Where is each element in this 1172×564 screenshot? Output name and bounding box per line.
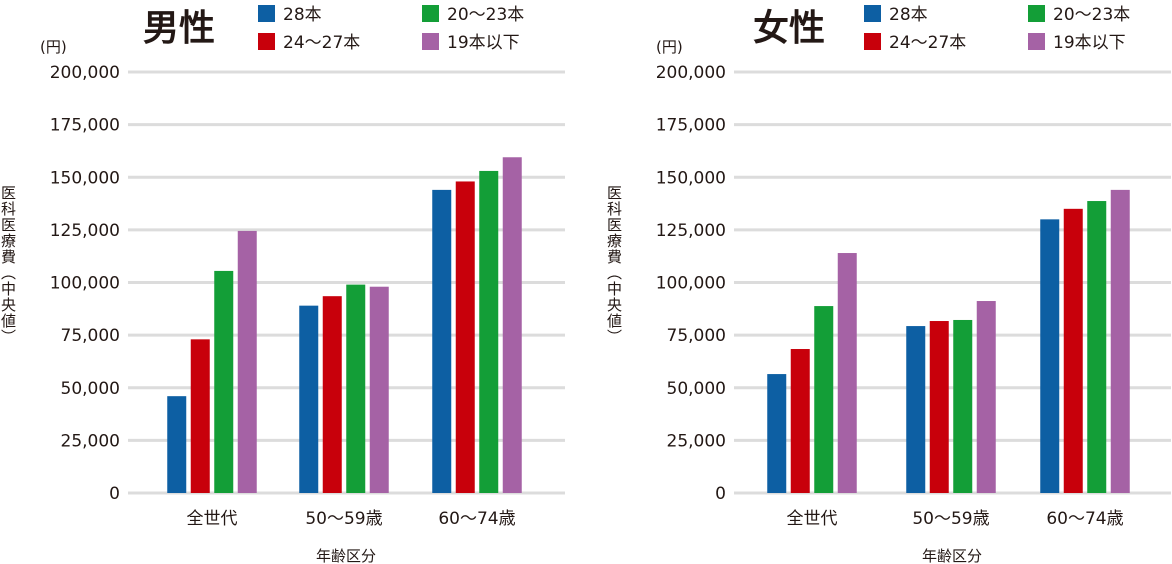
y-tick-label: 150,000	[50, 168, 120, 188]
y-tick-label: 0	[109, 484, 120, 504]
bar-2-2	[479, 170, 499, 493]
bar-2-0	[1040, 219, 1060, 493]
bar-0-2	[214, 270, 234, 493]
y-tick-label: 100,000	[656, 274, 726, 294]
unit-label: (円)	[40, 38, 67, 56]
bar-2-3	[1110, 189, 1130, 493]
bar-1-0	[299, 305, 319, 493]
x-axis-label: 年齢区分	[316, 547, 376, 564]
chart-title: 女性	[753, 8, 825, 49]
y-axis-label: 医科医療費（中央値）	[0, 185, 17, 345]
legend-label: 24〜27本	[283, 33, 360, 53]
y-tick-label: 25,000	[667, 431, 726, 451]
y-axis-label: 医科医療費（中央値）	[605, 185, 623, 345]
y-tick-label: 0	[715, 484, 726, 504]
bar-2-0	[432, 189, 452, 493]
y-tick-label: 50,000	[667, 379, 726, 399]
bar-0-1	[790, 349, 810, 493]
y-tick-label: 200,000	[50, 63, 120, 83]
y-tick-label: 150,000	[656, 168, 726, 188]
bar-0-1	[190, 339, 210, 493]
bar-1-2	[346, 284, 366, 493]
legend-label: 24〜27本	[889, 33, 966, 53]
y-tick-label: 125,000	[50, 221, 120, 241]
y-tick-label: 175,000	[656, 116, 726, 136]
y-tick-label: 25,000	[61, 431, 120, 451]
legend-swatch	[864, 33, 881, 50]
legend-swatch	[258, 33, 275, 50]
x-axis-label: 年齢区分	[922, 547, 982, 564]
legend-label: 20〜23本	[447, 5, 524, 25]
chart-title: 男性	[143, 8, 215, 49]
bar-0-0	[767, 374, 787, 493]
y-tick-label: 75,000	[61, 326, 120, 346]
bar-0-0	[167, 396, 187, 493]
bar-1-0	[906, 326, 926, 493]
x-category-label: 60〜74歳	[438, 509, 515, 529]
bar-2-3	[502, 157, 522, 493]
x-category-label: 全世代	[187, 509, 238, 529]
y-tick-label: 50,000	[61, 379, 120, 399]
bar-1-3	[976, 301, 996, 493]
legend-label: 19本以下	[447, 33, 520, 53]
x-category-label: 50〜59歳	[305, 509, 382, 529]
y-tick-label: 125,000	[656, 221, 726, 241]
legend-label: 19本以下	[1053, 33, 1126, 53]
y-tick-label: 175,000	[50, 116, 120, 136]
x-category-label: 全世代	[787, 509, 838, 529]
y-tick-label: 75,000	[667, 326, 726, 346]
legend-label: 28本	[283, 5, 322, 25]
legend-swatch	[422, 33, 439, 50]
bar-0-3	[237, 230, 257, 494]
legend-swatch	[864, 5, 881, 22]
bar-2-1	[1063, 208, 1083, 493]
bar-0-2	[814, 306, 834, 493]
bar-0-3	[837, 253, 857, 493]
unit-label: (円)	[656, 38, 683, 56]
legend-label: 28本	[889, 5, 928, 25]
legend-label: 20〜23本	[1053, 5, 1130, 25]
bar-1-1	[929, 321, 949, 493]
bar-1-3	[369, 286, 389, 493]
y-tick-label: 200,000	[656, 63, 726, 83]
x-category-label: 50〜59歳	[912, 509, 989, 529]
x-category-label: 60〜74歳	[1046, 509, 1123, 529]
legend-swatch	[1028, 5, 1045, 22]
y-tick-label: 100,000	[50, 274, 120, 294]
legend-swatch	[422, 5, 439, 22]
legend-swatch	[1028, 33, 1045, 50]
bar-2-1	[455, 181, 475, 493]
bar-1-1	[322, 296, 342, 493]
bar-1-2	[953, 319, 973, 493]
bar-2-2	[1087, 201, 1107, 493]
legend-swatch	[258, 5, 275, 22]
